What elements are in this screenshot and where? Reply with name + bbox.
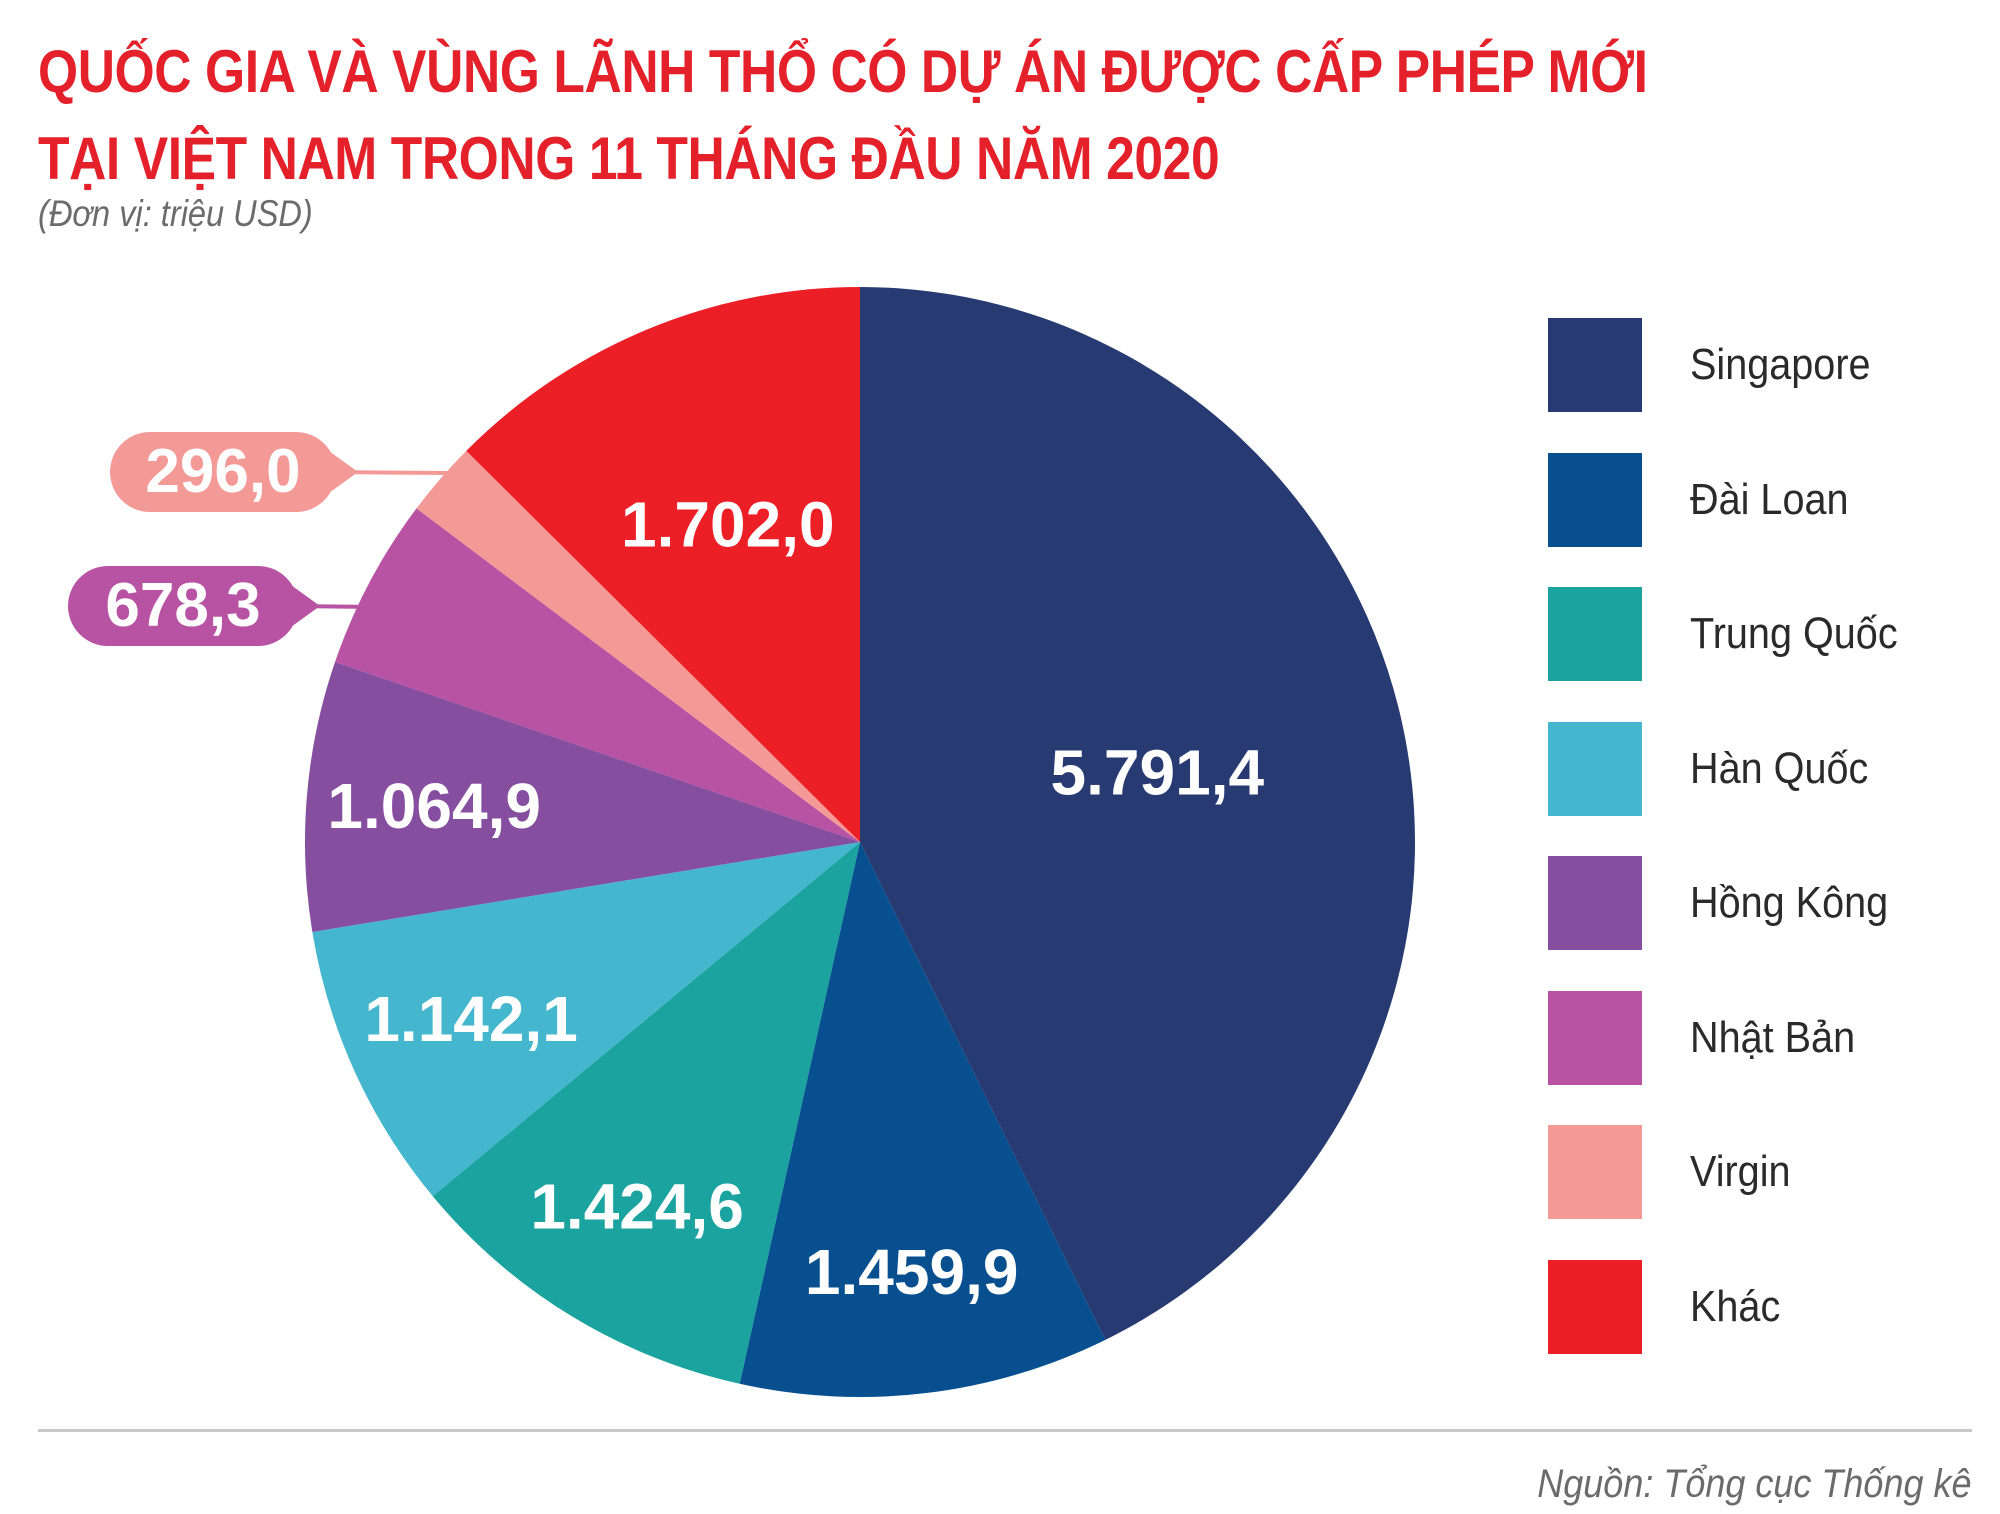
value-label-virgin: 296,0	[145, 437, 300, 506]
pie-slices	[304, 287, 1416, 1397]
legend-item-nhat-ban: Nhật Bản	[1548, 990, 1978, 1085]
legend-item-khac: Khác	[1548, 1259, 1978, 1354]
source-note: Nguồn: Tổng cục Thống kê	[1537, 1462, 1972, 1506]
unit-subtitle: (Đơn vị: triệu USD)	[38, 193, 313, 234]
legend-label-virgin: Virgin	[1690, 1147, 1791, 1196]
legend-swatch-hong-kong	[1548, 856, 1642, 950]
value-label-dai-loan: 1.459,9	[805, 1236, 1019, 1308]
value-label-khac: 1.702,0	[621, 488, 835, 560]
legend-label-singapore: Singapore	[1690, 340, 1871, 389]
callout-box-virgin	[110, 432, 336, 512]
chart-title-line-1: QUỐC GIA VÀ VÙNG LÃNH THỔ CÓ DỰ ÁN ĐƯỢC …	[38, 38, 1648, 105]
legend-item-dai-loan: Đài Loan	[1548, 452, 1978, 547]
pie-slice-virgin	[416, 450, 860, 842]
legend-item-han-quoc: Hàn Quốc	[1548, 721, 1978, 816]
value-label-singapore: 5.791,4	[1051, 737, 1265, 809]
legend-label-trung-quoc: Trung Quốc	[1690, 609, 1898, 658]
value-label-nhat-ban: 678,3	[105, 571, 260, 640]
callout-line-nhat-ban	[291, 598, 405, 610]
pie-callouts: 678,3 296,0	[68, 432, 472, 646]
pie-slice-hong-kong	[304, 661, 860, 932]
pie-slice-nhat-ban	[335, 508, 860, 842]
callout-box-nhat-ban	[68, 566, 298, 646]
legend-item-virgin: Virgin	[1548, 1125, 1978, 1219]
value-label-hong-kong: 1.064,9	[327, 770, 541, 842]
value-label-han-quoc: 1.142,1	[364, 983, 578, 1055]
callout-nhat-ban: 678,3	[68, 566, 405, 646]
legend-item-singapore: Singapore	[1548, 318, 1978, 412]
legend-label-nhat-ban: Nhật Bản	[1690, 1012, 1856, 1062]
chart-title-line-2: TẠI VIỆT NAM TRONG 11 THÁNG ĐẦU NĂM 2020	[38, 125, 1220, 192]
callout-virgin: 296,0	[110, 432, 472, 512]
legend-swatch-han-quoc	[1548, 721, 1642, 816]
callout-line-virgin	[329, 470, 472, 506]
footer-divider	[38, 1429, 1972, 1432]
legend-swatch-dai-loan	[1548, 452, 1642, 547]
pie-slice-labels: 5.791,4 1.459,9 1.424,6 1.142,1 1.064,9 1.702…	[327, 488, 1264, 1308]
legend-label-khac: Khác	[1690, 1281, 1781, 1331]
legend-swatch-khac	[1548, 1259, 1642, 1354]
legend-swatch-nhat-ban	[1548, 990, 1642, 1085]
chart-title: QUỐC GIA VÀ VÙNG LÃNH THỔ CÓ DỰ ÁN ĐƯỢC …	[38, 28, 1706, 202]
legend-swatch-singapore	[1548, 318, 1642, 412]
legend-item-hong-kong: Hồng Kông	[1548, 856, 1978, 950]
pie-slice-khac	[466, 287, 860, 842]
pie-slice-dai-loan	[739, 842, 1106, 1397]
legend-label-han-quoc: Hàn Quốc	[1690, 743, 1869, 793]
pie-slice-trung-quoc	[432, 842, 860, 1384]
pie-slice-han-quoc	[312, 842, 861, 1197]
legend-swatch-trung-quoc	[1548, 587, 1642, 681]
legend-label-dai-loan: Đài Loan	[1690, 474, 1849, 524]
pie-slice-singapore	[860, 287, 1416, 1340]
legend-item-trung-quoc: Trung Quốc	[1548, 587, 1978, 681]
legend-label-hong-kong: Hồng Kông	[1690, 878, 1889, 927]
legend-swatch-virgin	[1548, 1125, 1642, 1219]
value-label-trung-quoc: 1.424,6	[530, 1171, 744, 1243]
